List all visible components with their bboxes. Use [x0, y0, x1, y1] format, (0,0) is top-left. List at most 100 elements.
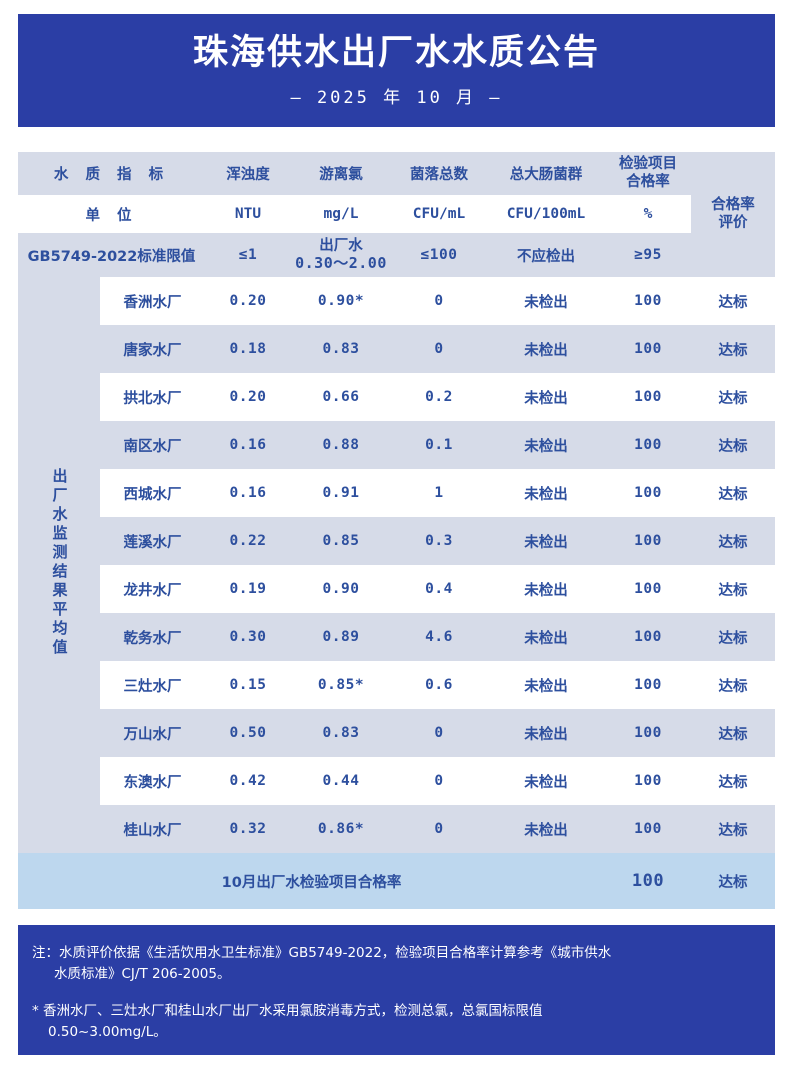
table-row: 唐家水厂 0.18 0.83 0 未检出 100 达标: [18, 325, 775, 373]
cell-colony-count: 0.2: [425, 389, 453, 405]
cell-free-chlorine: 0.85: [322, 533, 360, 549]
cell-colony-count: 0: [434, 821, 444, 837]
cell-colony-count: 1: [434, 485, 444, 501]
summary-evaluation: 达标: [691, 853, 775, 909]
plant-name: 东澳水厂: [123, 774, 182, 791]
cell-evaluation: 达标: [718, 342, 748, 359]
cell-evaluation: 达标: [718, 678, 748, 695]
unit-turbidity: NTU: [205, 195, 291, 233]
plant-name: 唐家水厂: [123, 342, 182, 359]
cell-evaluation: 达标: [718, 582, 748, 599]
cell-colony-count: 0: [434, 293, 444, 309]
cell-evaluation: 达标: [718, 534, 748, 551]
cell-turbidity: 0.20: [229, 389, 267, 405]
header-evaluation-line2: 评价: [718, 214, 748, 231]
cell-turbidity: 0.16: [229, 437, 267, 453]
table-row: 乾务水厂 0.30 0.89 4.6 未检出 100 达标: [18, 613, 775, 661]
header-colony-count: 菌落总数: [391, 152, 487, 195]
table-header-row-units: 单 位 NTU mg/L CFU/mL CFU/100mL %: [18, 195, 775, 233]
footnote-note-line1: 注：水质评价依据《生活饮用水卫生标准》GB5749-2022，检验项目合格率计算…: [32, 945, 612, 961]
cell-pass-rate: 100: [634, 821, 662, 837]
vertical-group-label: 出厂水监测结果平均值: [50, 468, 69, 658]
header-indicator: 水 质 指 标: [18, 152, 205, 195]
cell-colony-count: 0.1: [425, 437, 453, 453]
cell-total-coliform: 未检出: [524, 630, 568, 647]
cell-total-coliform: 未检出: [524, 534, 568, 551]
unit-label: 单 位: [18, 195, 205, 233]
footnote-star-line1: * 香洲水厂、三灶水厂和桂山水厂出厂水采用氯胺消毒方式，检测总氯，总氯国标限值: [32, 1002, 543, 1019]
cell-pass-rate: 100: [634, 629, 662, 645]
cell-turbidity: 0.15: [229, 677, 267, 693]
summary-pass-rate: 100: [605, 853, 691, 909]
cell-total-coliform: 未检出: [524, 342, 568, 359]
cell-evaluation: 达标: [718, 486, 748, 503]
table-row: 东澳水厂 0.42 0.44 0 未检出 100 达标: [18, 757, 775, 805]
cell-pass-rate: 100: [634, 437, 662, 453]
plant-name: 桂山水厂: [123, 822, 182, 839]
plant-name: 西城水厂: [123, 486, 182, 503]
cell-total-coliform: 未检出: [524, 822, 568, 839]
cell-total-coliform: 未检出: [524, 582, 568, 599]
cell-pass-rate: 100: [634, 293, 662, 309]
table-row: 三灶水厂 0.15 0.85* 0.6 未检出 100 达标: [18, 661, 775, 709]
cell-pass-rate: 100: [634, 581, 662, 597]
water-quality-table-wrapper: 水 质 指 标 浑浊度 游离氯 菌落总数 总大肠菌群 检验项目 合格率 合格率 …: [18, 152, 775, 909]
cell-evaluation: 达标: [718, 630, 748, 647]
header-turbidity: 浑浊度: [205, 152, 291, 195]
cell-pass-rate: 100: [634, 389, 662, 405]
cell-total-coliform: 未检出: [524, 486, 568, 503]
cell-turbidity: 0.50: [229, 725, 267, 741]
table-row: 龙井水厂 0.19 0.90 0.4 未检出 100 达标: [18, 565, 775, 613]
cell-free-chlorine: 0.90: [322, 581, 360, 597]
cell-evaluation: 达标: [718, 774, 748, 791]
cell-pass-rate: 100: [634, 533, 662, 549]
standard-limit-label: GB5749-2022标准限值: [18, 233, 205, 277]
table-row-standard-limit: GB5749-2022标准限值 ≤1 出厂水 0.30～2.00 ≤100 不应…: [18, 233, 775, 277]
unit-free-chlorine: mg/L: [291, 195, 391, 233]
plant-name: 三灶水厂: [123, 678, 182, 695]
cell-turbidity: 0.42: [229, 773, 267, 789]
header-pass-rate: 检验项目 合格率: [605, 152, 691, 195]
standard-free-chlorine-line1: 出厂水: [319, 237, 363, 254]
cell-total-coliform: 未检出: [524, 726, 568, 743]
plant-name: 乾务水厂: [123, 630, 182, 647]
cell-free-chlorine: 0.88: [322, 437, 360, 453]
standard-free-chlorine-line2: 0.30～2.00: [295, 253, 387, 272]
cell-colony-count: 0: [434, 725, 444, 741]
header-evaluation: 合格率 评价: [691, 152, 775, 277]
summary-label: 10月出厂水检验项目合格率: [18, 853, 605, 909]
cell-colony-count: 0: [434, 341, 444, 357]
cell-free-chlorine: 0.90*: [317, 293, 365, 309]
footnote-note: 注：水质评价依据《生活饮用水卫生标准》GB5749-2022，检验项目合格率计算…: [32, 943, 753, 985]
cell-turbidity: 0.16: [229, 485, 267, 501]
table-row: 莲溪水厂 0.22 0.85 0.3 未检出 100 达标: [18, 517, 775, 565]
cell-turbidity: 0.19: [229, 581, 267, 597]
cell-colony-count: 0.6: [425, 677, 453, 693]
cell-turbidity: 0.30: [229, 629, 267, 645]
cell-total-coliform: 未检出: [524, 438, 568, 455]
water-quality-table: 水 质 指 标 浑浊度 游离氯 菌落总数 总大肠菌群 检验项目 合格率 合格率 …: [18, 152, 775, 909]
plant-name: 拱北水厂: [123, 390, 182, 407]
page-title: 珠海供水出厂水水质公告: [192, 32, 600, 74]
standard-turbidity: ≤1: [205, 233, 291, 277]
vertical-group-label-cell: 出厂水监测结果平均值: [18, 277, 100, 853]
cell-pass-rate: 100: [634, 677, 662, 693]
cell-total-coliform: 未检出: [524, 390, 568, 407]
standard-pass-rate: ≥95: [605, 233, 691, 277]
unit-colony-count: CFU/mL: [391, 195, 487, 233]
page-subtitle-period: — 2025 年 10 月 —: [290, 87, 503, 108]
table-row: 出厂水监测结果平均值 香洲水厂 0.20 0.90* 0 未检出 100 达标: [18, 277, 775, 853]
header-pass-rate-line1: 检验项目: [619, 156, 677, 173]
cell-free-chlorine: 0.83: [322, 341, 360, 357]
header-free-chlorine: 游离氯: [291, 152, 391, 195]
cell-evaluation: 达标: [718, 822, 748, 839]
cell-evaluation: 达标: [718, 726, 748, 743]
table-row: 西城水厂 0.16 0.91 1 未检出 100 达标: [18, 469, 775, 517]
cell-free-chlorine: 0.86*: [317, 821, 365, 837]
cell-colony-count: 0.3: [425, 533, 453, 549]
header-pass-rate-line2: 合格率: [626, 173, 670, 190]
table-row: 拱北水厂 0.20 0.66 0.2 未检出 100 达标: [18, 373, 775, 421]
standard-colony-count: ≤100: [391, 233, 487, 277]
cell-pass-rate: 100: [634, 341, 662, 357]
table-header-row-indicators: 水 质 指 标 浑浊度 游离氯 菌落总数 总大肠菌群 检验项目 合格率 合格率 …: [18, 152, 775, 277]
